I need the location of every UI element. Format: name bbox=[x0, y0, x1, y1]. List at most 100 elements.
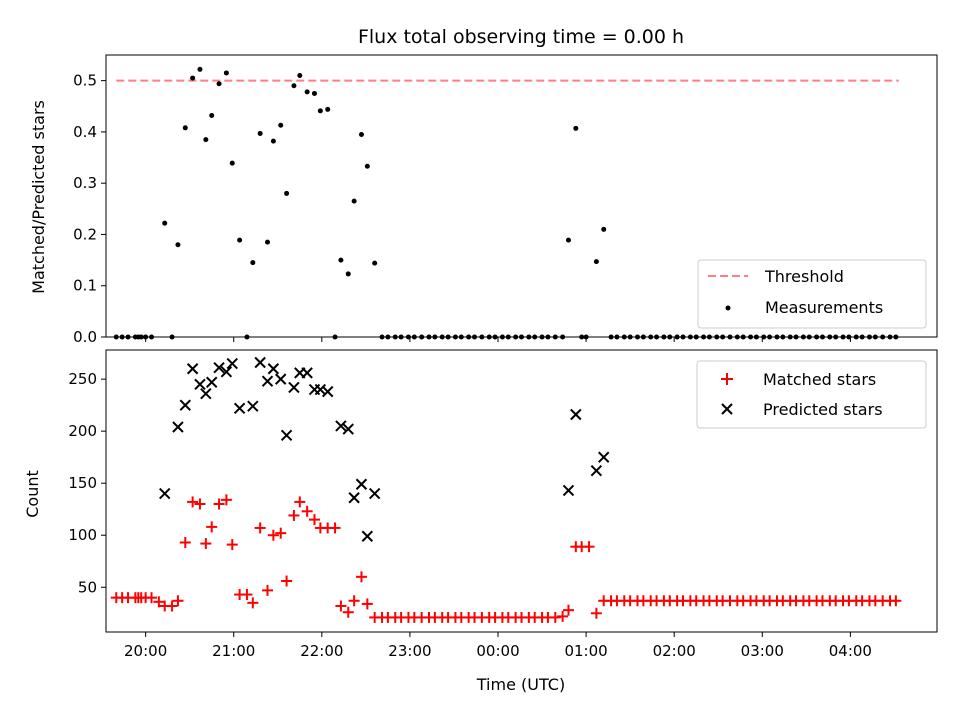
matched-star-marker bbox=[294, 496, 306, 508]
top-y-tick-label: 0.5 bbox=[73, 72, 97, 90]
predicted-star-marker bbox=[590, 465, 603, 477]
top-y-tick-label: 0.4 bbox=[73, 123, 97, 141]
bottom-y-tick-label: 250 bbox=[68, 370, 97, 388]
predicted-star-marker bbox=[361, 530, 374, 542]
measurement-point bbox=[209, 113, 215, 119]
matched-star-marker bbox=[361, 598, 373, 610]
matched-stars-legend-swatch bbox=[721, 373, 733, 385]
predicted-stars-legend-label: Predicted stars bbox=[763, 400, 883, 419]
measurement-point bbox=[351, 198, 357, 204]
measurement-point bbox=[182, 125, 188, 131]
bottom-y-tick-label: 200 bbox=[68, 422, 97, 440]
bottom-y-ticks: 50 100 150 200 250 bbox=[68, 370, 106, 596]
predicted-star-marker bbox=[186, 363, 199, 375]
bottom-axes-frame bbox=[105, 349, 938, 633]
x-tick-label: 21:00 bbox=[212, 642, 255, 660]
measurement-point bbox=[284, 190, 290, 196]
matched-star-marker bbox=[549, 611, 561, 623]
predicted-star-marker bbox=[159, 487, 171, 500]
matched-star-marker bbox=[890, 595, 902, 607]
matched-star-marker bbox=[308, 514, 320, 526]
predicted-star-marker bbox=[562, 484, 575, 497]
measurement-point bbox=[237, 237, 243, 243]
predicted-star-marker bbox=[570, 408, 582, 421]
predicted-star-marker bbox=[226, 357, 238, 370]
measurement-point bbox=[229, 160, 235, 166]
top-panel: 0.0 0.1 0.2 0.3 0.4 0.5 Matched/Predicted sta… bbox=[29, 54, 938, 346]
predicted-star-marker bbox=[342, 423, 354, 435]
matched-star-marker bbox=[583, 541, 595, 553]
measurement-point bbox=[311, 90, 317, 96]
bottom-y-tick-label: 100 bbox=[68, 526, 97, 544]
matched-star-marker bbox=[562, 604, 574, 616]
matched-star-marker bbox=[329, 522, 341, 534]
top-y-tick-label: 0.2 bbox=[73, 225, 97, 243]
x-tick-label: 20:00 bbox=[124, 642, 167, 660]
predicted-star-marker bbox=[233, 402, 246, 414]
predicted-star-marker bbox=[301, 367, 313, 379]
x-tick-label: 22:00 bbox=[300, 642, 343, 660]
matched-star-marker bbox=[172, 595, 184, 607]
measurement-point bbox=[364, 163, 370, 169]
measurement-point bbox=[250, 260, 256, 266]
predicted-star-marker bbox=[200, 387, 212, 400]
measurements-legend-swatch bbox=[725, 305, 731, 311]
predicted-star-marker bbox=[314, 383, 327, 396]
predicted-star-marker bbox=[355, 478, 368, 490]
matched-star-marker bbox=[355, 571, 367, 583]
predicted-stars-legend-swatch bbox=[721, 403, 733, 415]
top-y-tick-label: 0.3 bbox=[73, 174, 97, 192]
predicted-star-marker bbox=[275, 373, 287, 385]
matched-star-marker bbox=[275, 527, 287, 539]
predicted-star-marker bbox=[335, 420, 347, 432]
x-tick-label: 00:00 bbox=[476, 642, 519, 660]
measurement-point bbox=[216, 81, 222, 87]
bottom-x-ticks: 20:00 21:00 22:00 23:00 00:00 01:00 02:00 03:00… bbox=[124, 632, 872, 660]
x-tick-label: 01:00 bbox=[564, 642, 607, 660]
matched-star-marker bbox=[220, 494, 232, 506]
x-axis-label: Time (UTC) bbox=[476, 675, 565, 694]
predicted-star-marker bbox=[172, 421, 184, 433]
measurement-point bbox=[304, 89, 310, 95]
predicted-star-marker bbox=[321, 385, 334, 398]
predicted-star-marker bbox=[220, 366, 233, 378]
measurement-point bbox=[162, 220, 168, 226]
predicted-star-marker bbox=[348, 492, 360, 504]
measurement-point bbox=[270, 138, 276, 144]
matched-star-marker bbox=[557, 610, 569, 622]
measurement-point bbox=[601, 226, 607, 232]
matched-star-marker bbox=[153, 596, 165, 608]
measurement-point bbox=[372, 260, 378, 266]
matched-star-marker bbox=[200, 538, 212, 550]
measurement-point bbox=[297, 73, 303, 79]
matched-star-marker bbox=[267, 529, 279, 541]
measurement-point bbox=[278, 122, 284, 128]
predicted-star-marker bbox=[280, 429, 293, 442]
measurement-point bbox=[358, 131, 364, 137]
measurement-point bbox=[338, 257, 344, 263]
top-legend: Threshold Measurements bbox=[697, 259, 927, 329]
measurement-point bbox=[317, 108, 323, 114]
matched-star-marker bbox=[342, 606, 354, 618]
matched-star-marker bbox=[206, 521, 218, 533]
predicted-star-marker bbox=[206, 376, 218, 388]
matched-star-marker bbox=[187, 496, 199, 508]
predicted-star-marker bbox=[213, 361, 225, 374]
predicted-star-marker bbox=[261, 375, 274, 387]
measurement-point bbox=[197, 66, 203, 72]
predicted-star-marker bbox=[254, 356, 266, 369]
top-y-tick-label: 0.0 bbox=[73, 328, 97, 346]
matched-star-marker bbox=[335, 600, 347, 612]
matched-star-marker bbox=[146, 592, 158, 604]
matched-stars-legend-label: Matched stars bbox=[763, 370, 876, 389]
matched-star-marker bbox=[179, 537, 191, 549]
bottom-y-tick-label: 50 bbox=[78, 578, 97, 596]
bottom-panel: 50 100 150 200 250 20:00 21:00 22:00 23:00 00:00… bbox=[23, 349, 938, 694]
measurement-point bbox=[291, 83, 297, 89]
x-tick-label: 03:00 bbox=[741, 642, 784, 660]
measurement-point bbox=[257, 130, 263, 136]
predicted-star-marker bbox=[598, 451, 610, 463]
measurements-legend-label: Measurements bbox=[765, 298, 883, 317]
predicted-stars-points bbox=[159, 356, 610, 542]
